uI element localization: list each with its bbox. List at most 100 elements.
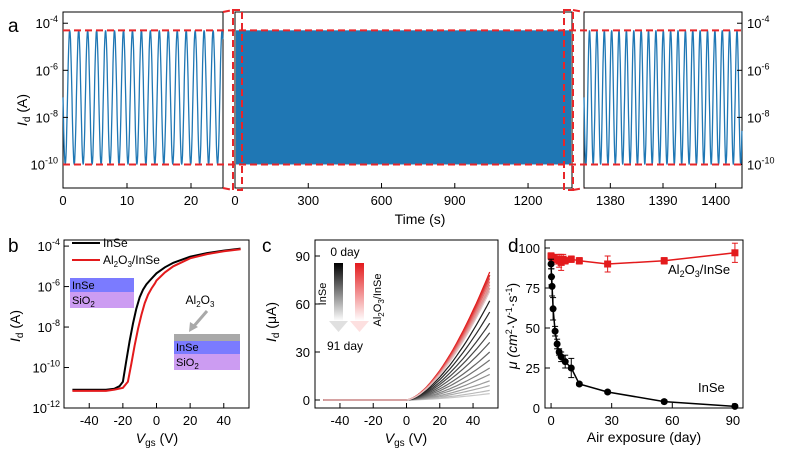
panel-a-zoom-box-right [563, 9, 574, 191]
panel-a-zoom-box-left [232, 9, 243, 191]
panel-d-xtick-label: 90 [726, 413, 740, 428]
panel-c-xtick-label: -20 [364, 413, 383, 428]
panel-d-point-inse [561, 358, 569, 366]
panel-b-xtick-label: -40 [80, 413, 99, 428]
panel-a-connector [572, 9, 585, 13]
panel-c-legend-top: 0 day [330, 245, 359, 259]
panel-c-legend-inse: InSe [317, 283, 329, 306]
panel-d-xlabel: Air exposure (day) [587, 429, 701, 445]
panel-c-legend-bottom: 91 day [327, 339, 363, 353]
panel-c-xlabel: Vgs (V) [385, 430, 427, 449]
panel-a-ytick-label-right: 10-8 [747, 108, 769, 125]
inset2-arrow-head [189, 322, 198, 332]
panel-b-series-al2o3-inse [72, 248, 241, 392]
panel-d-point-al2o3-inse [731, 249, 739, 257]
panel-c-gradient-red [355, 263, 364, 321]
panel-c-curve-inse [323, 380, 490, 401]
panel-d-ytick-label: 25 [526, 361, 540, 376]
panel-c-ticks: -40 -20 0 20 40 0 30 60 90 [296, 249, 481, 428]
panel-a-xtick-label: 10 [120, 193, 134, 208]
panel-c-ytick-label: 0 [303, 393, 310, 408]
panel-d-point-al2o3-inse [561, 257, 569, 265]
panel-c-xtick-label: 20 [433, 413, 447, 428]
panel-b-xtick-label: 40 [217, 413, 231, 428]
panel-a-xlabel: Time (s) [395, 211, 446, 227]
panel-a-connector [572, 187, 585, 191]
panel-c-legend-al2o3: Al2O3/InSe [372, 274, 386, 327]
panel-a-dense-fill [236, 30, 571, 165]
panel-a-ytick-label: 10-4 [36, 14, 58, 31]
panel-c-gradient-black [334, 263, 343, 321]
panel-a-xtick-label: 1380 [596, 193, 625, 208]
panel-d-label-al2o3: Al2O3/InSe [668, 262, 730, 279]
panel-d-point-inse [567, 364, 575, 372]
panel-c-ylabel: Id (μA) [263, 302, 282, 342]
panel-d-point-inse [551, 327, 559, 335]
panel-d-point-al2o3-inse [575, 257, 583, 265]
panel-c-curve-inse [323, 351, 491, 401]
panel-a-ytick-label-right: 10-10 [747, 155, 774, 172]
inset2-sio2-label: SiO2 [176, 357, 199, 371]
panel-a-signal-start [62, 30, 224, 165]
panel-b-ytick-label: 10-12 [33, 399, 60, 416]
panel-d: 0 30 60 90 0 25 50 75 100 Al2O3/InSe InSe Air ex… [504, 239, 744, 445]
panel-d-point-inse [549, 305, 557, 313]
panel-a-xtick-label: 1400 [701, 193, 730, 208]
panel-letter-b: b [8, 236, 19, 257]
inset2-al2o3-label: Al2O3 [186, 293, 215, 309]
inset1-sio2-label: SiO2 [72, 295, 95, 309]
panel-d-ytick-label: 100 [518, 241, 540, 256]
panel-a-segment-full: 0 300 600 900 1200 [231, 11, 573, 208]
panel-a-xtick-label: 0 [59, 193, 66, 208]
panel-c-ytick-label: 30 [296, 345, 310, 360]
panel-d-ticks: 0 30 60 90 0 25 50 75 100 [518, 241, 740, 428]
inset2-inse-layer [174, 341, 240, 354]
panel-b-xtick-label: 20 [183, 413, 197, 428]
panel-b-ytick-label: 10-6 [38, 278, 60, 295]
panel-a-ytick-label-right: 10-6 [747, 61, 769, 78]
panel-a-xtick-label: 300 [297, 193, 319, 208]
panel-d-point-inse [660, 398, 668, 406]
panel-b: -40 -20 0 20 40 10-4 10-6 10-8 10-10 10-12 InSe A… [7, 236, 250, 449]
panel-a-ytick-label: 10-8 [36, 108, 58, 125]
inset2-inse-label: InSe [176, 342, 199, 354]
panel-b-ticks: -40 -20 0 20 40 10-4 10-6 10-8 10-10 10-12 [33, 237, 231, 428]
panel-a-ytick-label: 10-10 [31, 155, 58, 172]
panel-c: -40 -20 0 20 40 0 30 60 90 0 day 91 day InSe Al2… [263, 239, 499, 449]
panel-a-ytick-label-right: 10-4 [747, 14, 769, 31]
panel-d-frame [544, 239, 744, 409]
panel-b-xtick-label: -20 [113, 413, 132, 428]
panel-c-gradient-black-arrow [329, 321, 348, 332]
panel-d-xtick-label: 30 [604, 413, 618, 428]
panel-a-signal-end [583, 30, 743, 165]
panel-a-xtick-label: 900 [444, 193, 466, 208]
panel-d-point-inse [553, 340, 561, 348]
panel-d-point-inse [547, 260, 555, 268]
panel-a-xtick-label: 600 [371, 193, 393, 208]
panel-b-ytick-label: 10-10 [33, 359, 60, 376]
panel-d-ylabel: μ (cm2·V-1·s-1) [504, 283, 520, 370]
panel-a-xtick-label: 1390 [649, 193, 678, 208]
panel-d-point-al2o3-inse [567, 255, 575, 263]
legend-label-al2o3-inse: Al2O3/InSe [103, 253, 160, 269]
panel-a-segment-start: 0 10 20 [59, 11, 224, 208]
panel-d-series [547, 242, 739, 410]
panel-letter-d: d [508, 236, 519, 257]
panel-b-xtick-label: 0 [153, 413, 160, 428]
panel-d-point-inse [604, 388, 612, 396]
panel-c-gradient-red-arrow [350, 321, 369, 332]
panel-letter-c: c [262, 236, 272, 257]
panel-a-ylabel: Id (A) [14, 94, 33, 126]
panel-c-xtick-label: 0 [403, 413, 410, 428]
panel-a-connector [222, 187, 234, 191]
panel-a-connector [222, 9, 234, 13]
panel-c-lines [323, 271, 491, 401]
panel-c-xtick-label: -40 [331, 413, 350, 428]
panel-b-ytick-label: 10-4 [38, 237, 60, 254]
inset1-sio2-layer [70, 292, 134, 308]
panel-d-xtick-label: 60 [665, 413, 679, 428]
panel-d-point-inse [575, 380, 583, 388]
panel-a-yticks-left: 10-4 10-6 10-8 10-10 [31, 14, 68, 172]
panel-b-ylabel: Id (A) [7, 310, 26, 342]
panel-c-ytick-label: 90 [296, 249, 310, 264]
